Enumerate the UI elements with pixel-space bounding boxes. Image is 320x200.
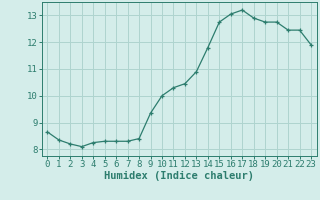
X-axis label: Humidex (Indice chaleur): Humidex (Indice chaleur) bbox=[104, 171, 254, 181]
